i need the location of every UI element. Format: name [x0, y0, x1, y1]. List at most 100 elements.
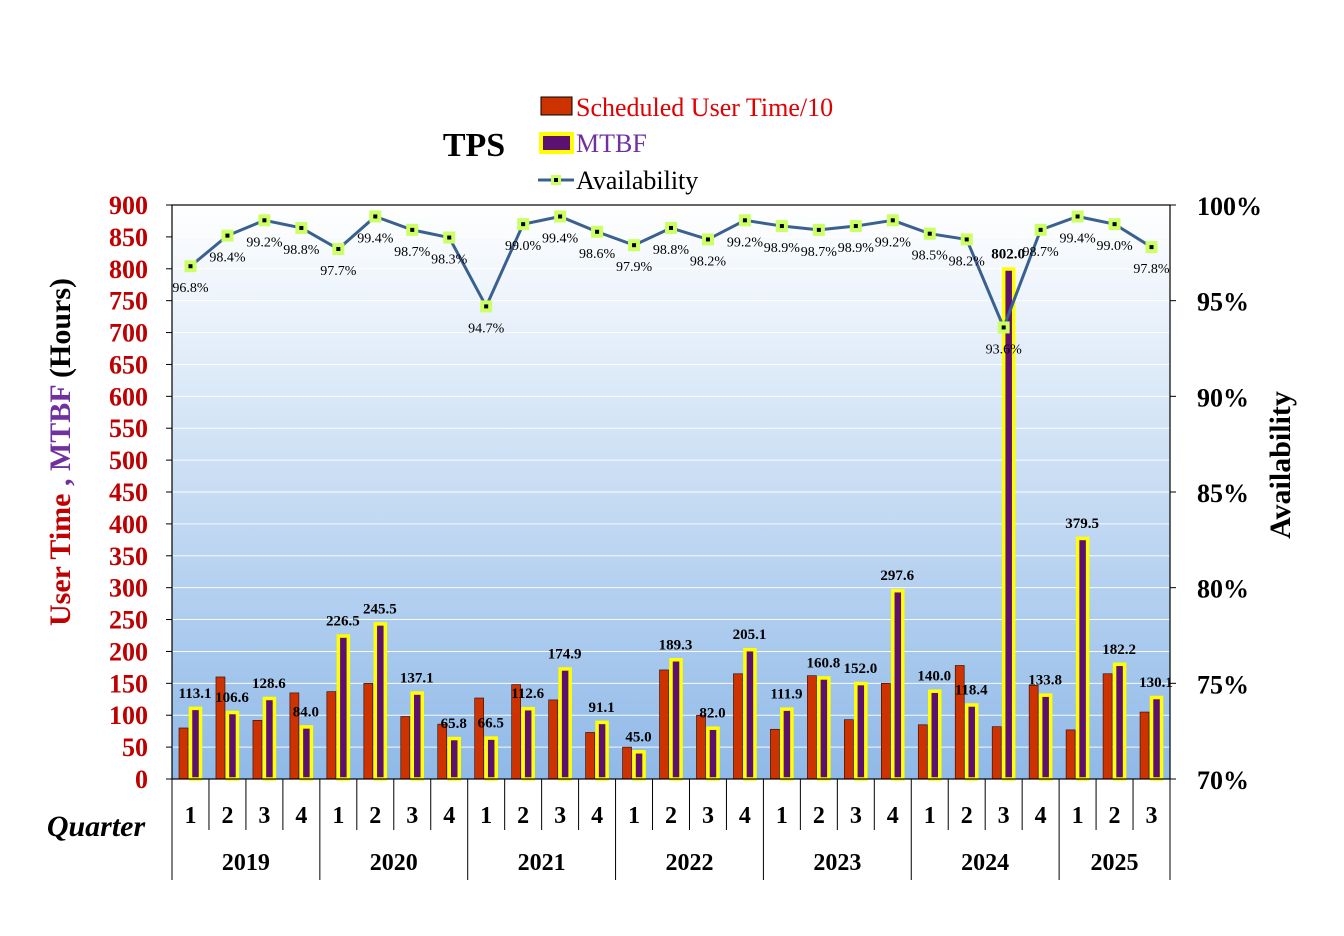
scheduled-bar — [1065, 729, 1076, 780]
mtbf-data-label: 160.8 — [806, 655, 840, 671]
availability-data-label: 99.2% — [727, 235, 764, 250]
mtbf-data-label: 182.2 — [1102, 642, 1136, 658]
year-label: 2023 — [813, 850, 861, 876]
availability-marker-dot — [225, 233, 230, 238]
availability-marker-dot — [299, 225, 304, 230]
quarter-label: 3 — [554, 803, 566, 829]
quarter-label: 2 — [369, 803, 381, 829]
availability-marker-dot — [927, 231, 932, 236]
availability-marker-dot — [853, 224, 858, 229]
y-tick-label: 700 — [109, 319, 148, 348]
mtbf-bar — [706, 726, 720, 781]
year-label: 2020 — [370, 850, 418, 876]
mtbf-data-label: 802.0 — [991, 247, 1025, 263]
scheduled-bar — [178, 727, 189, 780]
mtbf-bar — [854, 681, 868, 781]
y-tick-label: 50 — [122, 733, 148, 762]
y-tick-label: 500 — [109, 446, 148, 475]
quarter-label: 4 — [739, 803, 751, 829]
availability-marker-dot — [188, 264, 193, 269]
y-axis-title-user-time: User Time — [44, 494, 77, 627]
quarter-label: 2 — [517, 803, 529, 829]
availability-marker-dot — [336, 247, 341, 252]
y-tick-label: 900 — [109, 191, 148, 220]
mtbf-bar — [336, 634, 351, 781]
y-tick-label: 400 — [109, 510, 148, 539]
mtbf-data-label: 152.0 — [843, 661, 877, 677]
mtbf-bar — [1112, 662, 1127, 781]
scheduled-bar — [696, 714, 706, 780]
y-axis-title-mtbf: MTBF — [44, 385, 77, 471]
mtbf-data-label: 297.6 — [880, 568, 914, 584]
mtbf-data-label: 113.1 — [179, 686, 212, 702]
y-tick-label: 0 — [135, 765, 148, 794]
y-tick-label: 750 — [109, 287, 148, 316]
mtbf-data-label: 174.9 — [548, 646, 582, 662]
quarter-label: 2 — [1109, 803, 1121, 829]
mtbf-data-label: 133.8 — [1028, 673, 1062, 689]
mtbf-bar — [225, 710, 240, 781]
availability-marker-dot — [521, 222, 526, 227]
mtbf-bar — [262, 696, 277, 781]
legend-mtbf-swatch — [539, 132, 574, 154]
availability-marker-dot — [484, 304, 489, 309]
mtbf-data-label: 112.6 — [511, 686, 544, 702]
availability-data-label: 97.9% — [616, 260, 653, 275]
availability-data-label: 98.8% — [653, 243, 690, 258]
availability-data-label: 94.7% — [468, 321, 505, 336]
availability-marker-dot — [1001, 325, 1006, 330]
mtbf-data-label: 379.5 — [1065, 516, 1099, 532]
availability-data-label: 98.9% — [838, 241, 875, 256]
mtbf-bar — [299, 725, 314, 781]
availability-marker-dot — [779, 224, 784, 229]
mtbf-data-label: 45.0 — [625, 729, 651, 745]
scheduled-bar — [326, 691, 337, 780]
mtbf-data-label: 91.1 — [588, 700, 614, 716]
year-label: 2022 — [665, 850, 713, 876]
availability-data-label: 98.5% — [912, 249, 949, 264]
year-label: 2025 — [1091, 850, 1139, 876]
availability-data-label: 98.7% — [1023, 245, 1060, 260]
scheduled-bar — [991, 726, 1002, 780]
mtbf-data-label: 137.1 — [400, 671, 434, 687]
legend-scheduled-label: Scheduled User Time/10 — [576, 93, 833, 122]
availability-data-label: 97.7% — [320, 264, 357, 279]
scheduled-bar — [844, 719, 854, 780]
mtbf-data-label: 82.0 — [699, 706, 725, 722]
mtbf-bar — [447, 736, 461, 781]
availability-data-label: 97.8% — [1133, 262, 1170, 277]
mtbf-bar — [188, 706, 203, 781]
availability-marker-dot — [410, 227, 415, 232]
y-tick-label: 300 — [109, 574, 148, 603]
quarter-label: 3 — [1146, 803, 1158, 829]
scheduled-bar — [622, 746, 632, 780]
availability-marker-dot — [1112, 222, 1117, 227]
mtbf-bar — [780, 707, 794, 781]
scheduled-bar — [807, 675, 817, 780]
availability-data-label: 98.9% — [764, 241, 801, 256]
quarter-label: 4 — [443, 803, 455, 829]
mtbf-bar — [558, 667, 572, 781]
y2-tick-label: 100% — [1197, 192, 1262, 221]
y-tick-label: 550 — [109, 414, 148, 443]
availability-marker-dot — [890, 218, 895, 223]
y-tick-label: 450 — [109, 478, 148, 507]
quarter-label: 1 — [924, 803, 936, 829]
availability-marker-dot — [262, 218, 267, 223]
axes: 0501001502002503003504004505005506006507… — [109, 191, 1262, 795]
availability-marker-dot — [669, 225, 673, 230]
availability-data-label: 98.2% — [690, 254, 727, 269]
y-tick-label: 100 — [109, 701, 148, 730]
availability-data-label: 99.4% — [357, 231, 394, 246]
legend: Scheduled User Time/10 MTBF Availability — [538, 93, 833, 195]
y-tick-label: 650 — [109, 350, 148, 379]
mtbf-data-label: 189.3 — [659, 637, 693, 653]
mtbf-bar — [484, 736, 498, 781]
availability-marker-dot — [595, 229, 600, 234]
availability-marker-dot — [1149, 245, 1154, 250]
year-label: 2021 — [518, 850, 566, 876]
mtbf-bar — [595, 720, 609, 781]
mtbf-bar — [1038, 693, 1053, 781]
